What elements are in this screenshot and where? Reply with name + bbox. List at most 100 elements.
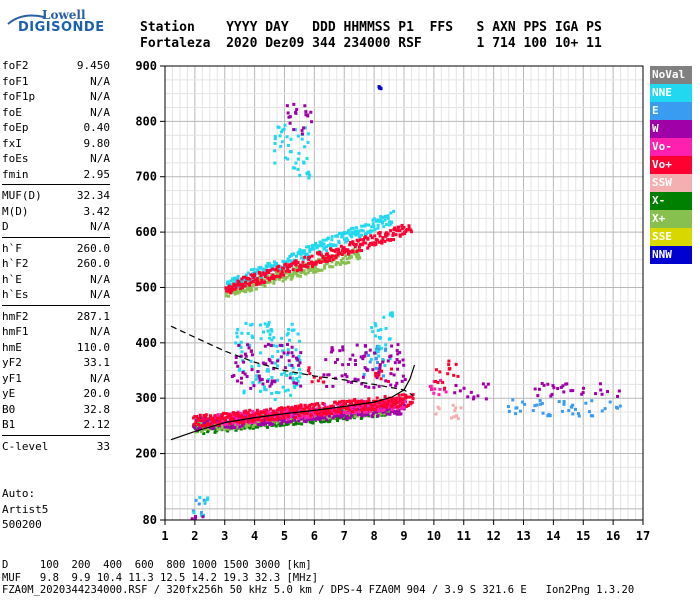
legend-item-nne: NNE bbox=[650, 84, 692, 102]
data-point bbox=[377, 344, 381, 348]
data-point bbox=[617, 389, 621, 393]
data-point bbox=[333, 400, 337, 404]
data-point bbox=[303, 407, 307, 411]
data-point bbox=[251, 279, 255, 283]
data-point bbox=[454, 414, 458, 418]
data-point bbox=[250, 353, 254, 357]
data-point bbox=[260, 378, 264, 382]
data-point bbox=[357, 408, 361, 412]
data-point bbox=[293, 415, 297, 419]
data-point bbox=[363, 241, 367, 245]
param-row: yF1 N/A bbox=[2, 371, 110, 387]
data-point bbox=[560, 409, 564, 413]
data-point bbox=[338, 410, 342, 414]
data-point bbox=[236, 274, 240, 278]
data-point bbox=[329, 412, 333, 416]
data-point bbox=[531, 409, 535, 413]
data-point bbox=[439, 378, 443, 382]
data-point bbox=[264, 412, 268, 416]
data-point bbox=[363, 366, 367, 370]
data-point bbox=[306, 406, 310, 410]
data-point bbox=[355, 226, 359, 230]
data-point bbox=[396, 400, 400, 404]
data-point bbox=[295, 377, 299, 381]
data-point bbox=[309, 110, 313, 114]
data-point bbox=[304, 405, 308, 409]
data-point bbox=[342, 231, 346, 235]
data-point bbox=[307, 407, 311, 411]
y-tick-label: 600 bbox=[135, 225, 157, 239]
data-point bbox=[199, 426, 203, 430]
data-point bbox=[251, 336, 255, 340]
data-point bbox=[456, 374, 460, 378]
data-point bbox=[353, 245, 357, 249]
data-point bbox=[320, 244, 324, 248]
data-point bbox=[320, 268, 324, 272]
data-point bbox=[322, 402, 326, 406]
data-point bbox=[307, 170, 311, 174]
data-point bbox=[367, 223, 371, 227]
data-point bbox=[312, 247, 316, 251]
data-point bbox=[266, 367, 270, 371]
data-point bbox=[292, 102, 296, 106]
data-point bbox=[319, 253, 323, 257]
data-point bbox=[357, 245, 361, 249]
data-point bbox=[277, 264, 281, 268]
param-row: B1 2.12 bbox=[2, 417, 110, 433]
data-point bbox=[334, 248, 338, 252]
legend-item-noval: NoVal bbox=[650, 66, 692, 84]
param-row: B0 32.8 bbox=[2, 402, 110, 418]
data-point bbox=[227, 294, 231, 298]
data-point bbox=[448, 367, 452, 371]
data-point bbox=[270, 416, 274, 420]
data-point bbox=[371, 412, 375, 416]
data-point bbox=[269, 418, 273, 422]
data-point bbox=[377, 400, 381, 404]
data-point bbox=[242, 389, 246, 393]
data-point bbox=[339, 244, 343, 248]
data-point bbox=[355, 249, 359, 253]
data-point bbox=[281, 413, 285, 417]
data-point bbox=[548, 414, 552, 418]
data-point bbox=[584, 401, 588, 405]
param-value: 20.0 bbox=[83, 387, 111, 400]
data-point bbox=[281, 279, 285, 283]
data-point bbox=[275, 410, 279, 414]
data-point bbox=[370, 242, 374, 246]
param-label: h`F bbox=[2, 241, 22, 255]
data-point bbox=[270, 391, 274, 395]
data-point bbox=[395, 381, 399, 385]
data-point bbox=[306, 140, 310, 144]
data-point bbox=[338, 349, 342, 353]
data-point bbox=[372, 217, 376, 221]
data-point bbox=[348, 416, 352, 420]
data-point bbox=[351, 404, 355, 408]
data-point bbox=[312, 417, 316, 421]
data-point bbox=[248, 283, 252, 287]
param-label: foF2 bbox=[2, 59, 29, 72]
data-point bbox=[235, 424, 239, 428]
data-point bbox=[363, 344, 367, 348]
data-point bbox=[251, 283, 255, 287]
data-point bbox=[618, 404, 622, 408]
data-point bbox=[295, 269, 299, 273]
data-point bbox=[388, 412, 392, 416]
data-point bbox=[273, 149, 277, 153]
plot-axes bbox=[160, 65, 644, 525]
data-point bbox=[305, 252, 309, 256]
data-point bbox=[197, 423, 201, 427]
data-point bbox=[354, 252, 358, 256]
data-point bbox=[316, 379, 320, 383]
data-point bbox=[298, 173, 302, 177]
data-point bbox=[341, 363, 345, 367]
data-point bbox=[291, 166, 295, 170]
data-point bbox=[382, 404, 386, 408]
data-point bbox=[283, 389, 287, 393]
data-point bbox=[273, 134, 277, 138]
param-value: 110.0 bbox=[76, 340, 110, 354]
data-point bbox=[314, 265, 318, 269]
param-row: foF1 N/A bbox=[2, 74, 110, 90]
data-point bbox=[364, 413, 368, 417]
data-point bbox=[268, 359, 272, 363]
data-point bbox=[341, 345, 345, 349]
